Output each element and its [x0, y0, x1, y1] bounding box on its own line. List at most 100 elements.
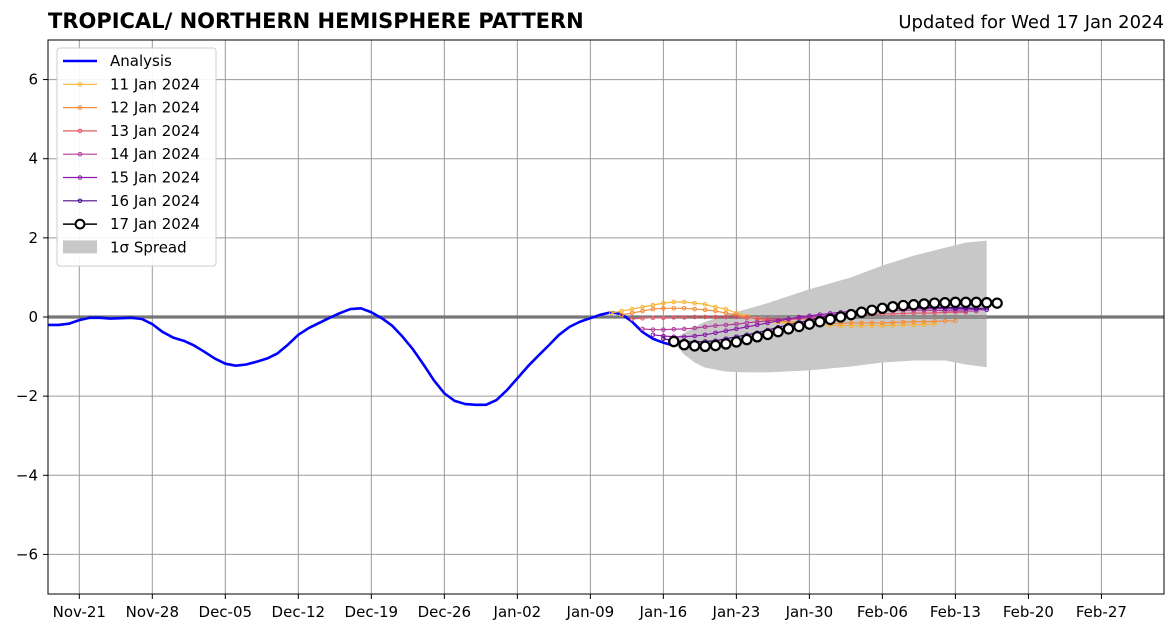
x-tick-label: Dec-05	[199, 603, 253, 621]
forecast-point	[661, 327, 666, 332]
forecast-point	[880, 323, 885, 329]
chart-subtitle: Updated for Wed 17 Jan 2024	[898, 12, 1164, 33]
forecast-point	[661, 333, 666, 339]
forecast-point	[734, 314, 739, 320]
forecast-point	[876, 302, 889, 314]
forecast-point	[702, 332, 708, 338]
forecast-point	[720, 338, 732, 350]
x-tick-label: Nov-28	[126, 603, 179, 621]
forecast-point	[713, 323, 718, 329]
x-tick-label: Feb-13	[930, 603, 981, 621]
forecast-point	[921, 310, 927, 316]
forecast-point	[932, 310, 937, 316]
forecast-point	[661, 305, 666, 311]
x-tick-label: Feb-27	[1076, 603, 1127, 621]
forecast-point	[744, 315, 750, 321]
y-tick-label: −6	[16, 545, 38, 563]
forecast-point	[869, 320, 875, 326]
forecast-point	[848, 320, 854, 326]
legend-label: 15 Jan 2024	[110, 169, 200, 187]
spread-area	[673, 240, 987, 373]
forecast-point	[900, 319, 906, 325]
forecast-point	[661, 315, 666, 321]
forecast-point	[744, 324, 750, 330]
y-tick-label: −4	[16, 466, 38, 484]
forecast-point	[650, 306, 656, 312]
forecast-point	[932, 319, 937, 324]
forecast-point	[692, 333, 697, 339]
forecast-point	[991, 297, 1003, 309]
legend-marker	[74, 218, 86, 230]
x-tick-label: Feb-06	[857, 603, 908, 621]
x-tick-label: Dec-26	[418, 603, 472, 621]
x-tick-label: Jan-23	[712, 603, 761, 621]
legend-label: 14 Jan 2024	[110, 145, 200, 163]
forecast-point	[970, 296, 982, 309]
forecast-point	[699, 340, 711, 352]
forecast-point	[765, 320, 770, 326]
x-tick-label: Dec-12	[272, 603, 326, 621]
forecast-point	[709, 339, 722, 352]
forecast-point	[807, 313, 812, 319]
forecast-point	[900, 322, 906, 328]
chart-title: TROPICAL/ NORTHERN HEMISPHERE PATTERN	[48, 9, 584, 33]
y-tick-label: 0	[28, 308, 38, 326]
y-tick-label: −2	[16, 387, 38, 405]
forecast-point	[723, 328, 729, 334]
legend-marker	[77, 198, 83, 204]
forecast-point	[911, 319, 916, 325]
forecast-point	[960, 296, 972, 309]
x-tick-label: Jan-09	[566, 603, 615, 621]
forecast-line	[642, 309, 977, 331]
forecast-point	[661, 336, 666, 342]
forecast-point	[692, 300, 697, 306]
forecast-point	[619, 312, 624, 318]
legend-marker	[77, 128, 83, 134]
legend-box	[56, 47, 217, 267]
forecast-point	[949, 296, 962, 309]
legend-marker	[77, 151, 83, 157]
legend-label: 12 Jan 2024	[110, 99, 200, 117]
forecast-point	[921, 322, 927, 327]
x-tick-label: Feb-20	[1003, 603, 1054, 621]
forecast-point	[688, 340, 701, 352]
forecast-point	[692, 306, 697, 312]
forecast-point	[772, 325, 784, 338]
legend-label: 17 Jan 2024	[110, 215, 200, 233]
forecast-point	[713, 330, 718, 336]
forecast-point	[723, 314, 729, 320]
legend-label: 16 Jan 2024	[110, 192, 200, 210]
forecast-point	[608, 310, 614, 316]
forecast-point	[911, 310, 916, 316]
legend-marker	[77, 175, 83, 180]
forecast-point	[921, 319, 927, 325]
forecast-point	[814, 316, 826, 328]
forecast-point	[702, 314, 708, 320]
forecast-point	[661, 300, 666, 306]
forecast-point	[671, 305, 677, 311]
forecast-point	[803, 318, 816, 330]
forecast-point	[629, 316, 635, 322]
forecast-point	[702, 324, 708, 330]
forecast-point	[859, 320, 864, 326]
forecast-point	[681, 305, 687, 311]
forecast-point	[681, 326, 687, 332]
forecast-point	[866, 304, 878, 316]
forecast-point	[702, 302, 708, 307]
forecast-point	[692, 325, 697, 331]
forecast-point	[782, 323, 795, 335]
forecast-point	[629, 310, 635, 316]
forecast-point	[775, 318, 781, 324]
forecast-point	[918, 298, 930, 310]
forecast-point	[668, 335, 680, 348]
forecast-point	[650, 327, 656, 332]
forecast-point	[692, 314, 697, 320]
forecast-point	[845, 308, 857, 321]
forecast-point	[980, 297, 993, 309]
forecast-point	[880, 320, 885, 326]
forecast-point	[907, 299, 920, 311]
legend-label: Analysis	[110, 52, 172, 70]
legend-marker	[77, 105, 83, 110]
x-tick-label: Dec-19	[345, 603, 399, 621]
